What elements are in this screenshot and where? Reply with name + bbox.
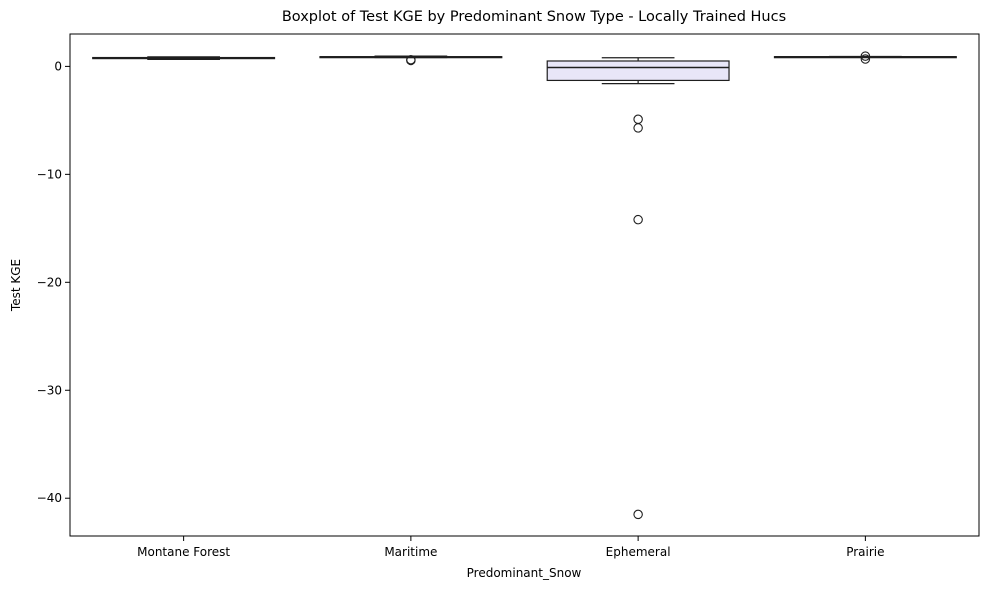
x-tick-label: Maritime <box>384 545 437 559</box>
x-axis: Montane Forest Maritime Ephemeral Prairie <box>137 536 885 559</box>
box-group <box>546 57 730 520</box>
iqr-box <box>546 60 730 82</box>
outlier-point <box>633 114 643 125</box>
y-tick-label: −10 <box>37 167 62 181</box>
y-tick-label: −30 <box>37 383 62 397</box>
plot-frame <box>69 33 980 537</box>
x-tick-label: Prairie <box>846 545 884 559</box>
box-group <box>92 56 276 60</box>
box-group <box>319 54 503 66</box>
outlier-point <box>860 51 871 61</box>
chart-title: Boxplot of Test KGE by Predominant Snow … <box>282 9 786 25</box>
x-axis-label: Predominant_Snow <box>467 566 582 580</box>
outlier-point <box>633 123 643 133</box>
outlier-point <box>860 54 871 64</box>
box-group <box>773 51 957 64</box>
outlier-point <box>633 214 643 225</box>
y-tick-label: −40 <box>37 491 62 505</box>
outlier-point <box>406 55 416 66</box>
y-tick-label: −20 <box>37 275 62 289</box>
y-axis: 0 −10 −20 −30 −40 <box>37 59 70 505</box>
x-tick-label: Montane Forest <box>137 545 230 559</box>
plot-area <box>92 51 957 520</box>
x-tick-label: Ephemeral <box>606 545 671 559</box>
y-tick-label: 0 <box>54 59 62 73</box>
outlier-point <box>633 509 643 520</box>
y-axis-label: Test KGE <box>9 259 23 312</box>
